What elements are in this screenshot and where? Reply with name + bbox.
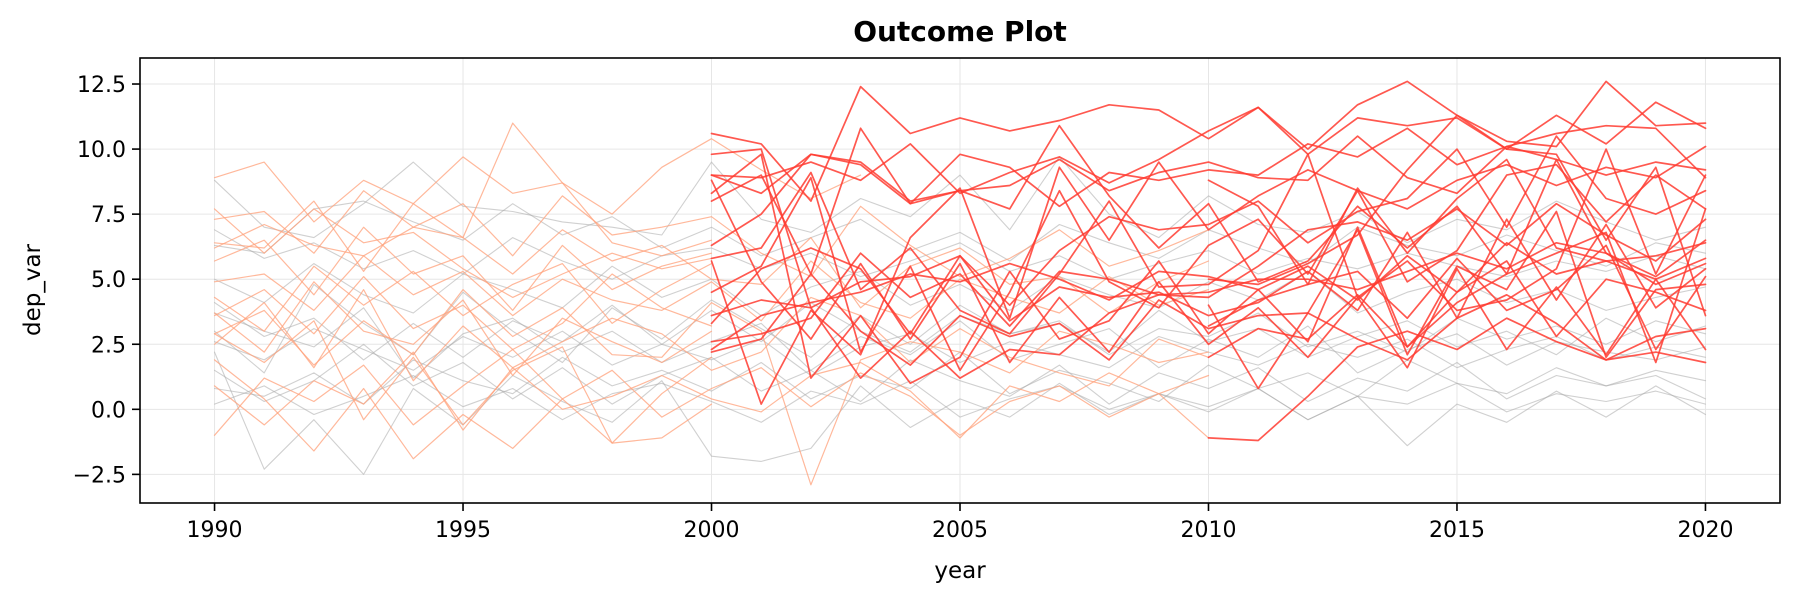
x-tick-label: 2015 [1429,518,1485,543]
untreated-series-line [213,328,1707,377]
pre-treatment-series-line [213,351,1210,439]
post-treatment-series-line [710,179,1707,369]
pre-treatment-series-line [213,289,1210,486]
x-tick-label: 1995 [435,518,491,543]
post-treatment-series-line [1207,158,1707,286]
post-treatment-series-line [710,124,1707,283]
untreated-series-line [213,307,1707,379]
tick-layer: 1990 1995 2000 2005 2010 2015 2020 −2.5 0.0 2.5 5.… [73,73,1734,543]
post-treatment-series-line [710,273,1707,366]
post-treatment-series-line [710,135,1707,335]
pre-treatment-series-line [213,190,1210,278]
pre-treatment-series-line [213,273,713,351]
post-treatment-series-line [710,148,1707,335]
post-treatment-series-line [1207,208,1707,364]
y-tick-label: −2.5 [73,463,126,488]
x-tick-label: 1990 [187,518,243,543]
pre-treatment-series-line [213,281,713,377]
series-layer [213,80,1707,486]
untreated-series-line [213,283,1707,374]
pre-treatment-series-line [213,255,1210,322]
post-treatment-series-line [1207,114,1707,317]
y-axis-label: dep_var [20,243,46,336]
x-tick-label: 2010 [1180,518,1236,543]
chart-title: Outcome Plot [853,15,1067,48]
pre-treatment-series-line [213,200,1210,314]
pre-treatment-series-line [213,263,713,332]
x-tick-label: 2005 [932,518,988,543]
y-tick-label: 2.5 [91,333,126,358]
post-treatment-series-line [1207,210,1707,390]
pre-treatment-series-line [213,359,713,460]
post-treatment-series-line [710,135,1707,247]
pre-treatment-series-line [213,289,1210,387]
post-treatment-series-line [710,124,1707,275]
untreated-series-line [213,374,1707,423]
post-treatment-series-line [710,148,1707,322]
untreated-series-line [213,343,1707,405]
y-tick-label: 5.0 [91,268,126,293]
post-treatment-series-line [710,153,1707,385]
y-tick-label: 12.5 [77,73,126,98]
x-tick-label: 2020 [1677,518,1733,543]
post-treatment-series-line [710,241,1707,351]
x-axis-label: year [934,558,986,584]
untreated-series-line [213,200,1707,267]
untreated-series-line [213,156,1707,244]
y-tick-label: 7.5 [91,203,126,228]
post-treatment-series-line [710,241,1707,379]
pre-treatment-series-line [213,226,713,311]
y-tick-label: 10.0 [77,138,126,163]
y-tick-label: 0.0 [91,398,126,423]
pre-treatment-series-line [213,348,1210,439]
pre-treatment-series-line [213,208,713,298]
post-treatment-series-line [1207,244,1707,351]
post-treatment-series-line [710,80,1707,202]
post-treatment-series-line [710,145,1707,405]
x-tick-label: 2000 [684,518,740,543]
post-treatment-series-line [710,101,1707,195]
post-treatment-series-line [1207,317,1707,442]
pre-treatment-series-line [213,320,713,444]
